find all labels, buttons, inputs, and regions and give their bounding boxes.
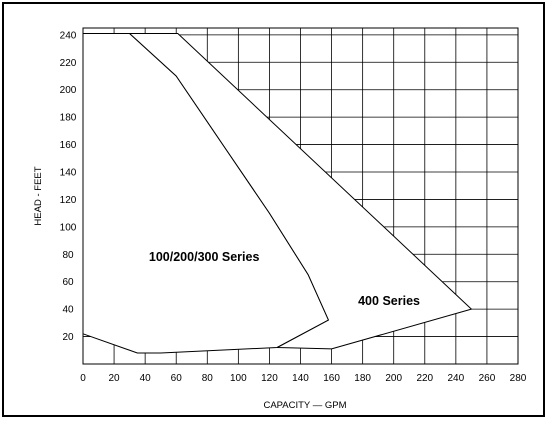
y-axis-label: HEAD - FEET: [33, 166, 44, 225]
y-tick-label: 140: [60, 168, 77, 179]
region-label-100-200-300-series: 100/200/300 Series: [149, 250, 260, 264]
y-tick-label: 100: [60, 222, 77, 233]
x-tick-label: 200: [385, 373, 402, 384]
y-tick-label: 220: [60, 58, 77, 69]
y-tick-label: 40: [62, 305, 74, 316]
x-tick-label: 240: [448, 373, 465, 384]
x-tick-label: 100: [230, 373, 247, 384]
region-label-400-series: 400 Series: [358, 294, 420, 308]
y-tick-label: 160: [60, 140, 77, 151]
x-tick-label: 80: [202, 373, 214, 384]
x-tick-label: 280: [510, 373, 527, 384]
y-tick-label: 120: [60, 195, 77, 206]
x-tick-label: 220: [416, 373, 433, 384]
region-400-series: [129, 33, 472, 350]
x-tick-label: 140: [292, 373, 309, 384]
y-tick-label: 240: [60, 30, 77, 41]
chart-frame: [2, 2, 545, 417]
plot-border: [82, 27, 519, 365]
y-tick-label: 20: [62, 332, 74, 343]
y-tick-label: 180: [60, 113, 77, 124]
x-tick-label: 120: [261, 373, 278, 384]
x-tick-label: 60: [171, 373, 183, 384]
x-tick-label: 160: [323, 373, 340, 384]
region-labels: 100/200/300 Series 400 Series: [149, 250, 420, 308]
x-tick-label: 180: [354, 373, 371, 384]
y-tick-label: 60: [62, 277, 74, 288]
x-axis-label: CAPACITY — GPM: [263, 400, 346, 411]
y-tick-label: 200: [60, 85, 77, 96]
x-tick-label: 40: [140, 373, 152, 384]
x-tick-label: 20: [109, 373, 121, 384]
series-regions: [82, 33, 472, 354]
x-tick-label: 260: [479, 373, 496, 384]
y-tick-labels: 20 40 60 80 100 120 140 160 180 200 220 240: [60, 30, 77, 343]
x-tick-labels: 0 20 40 60 80 100 120 140 160 180 200 220 240 260 280: [80, 373, 527, 384]
y-tick-label: 80: [62, 250, 74, 261]
x-tick-label: 0: [80, 373, 86, 384]
